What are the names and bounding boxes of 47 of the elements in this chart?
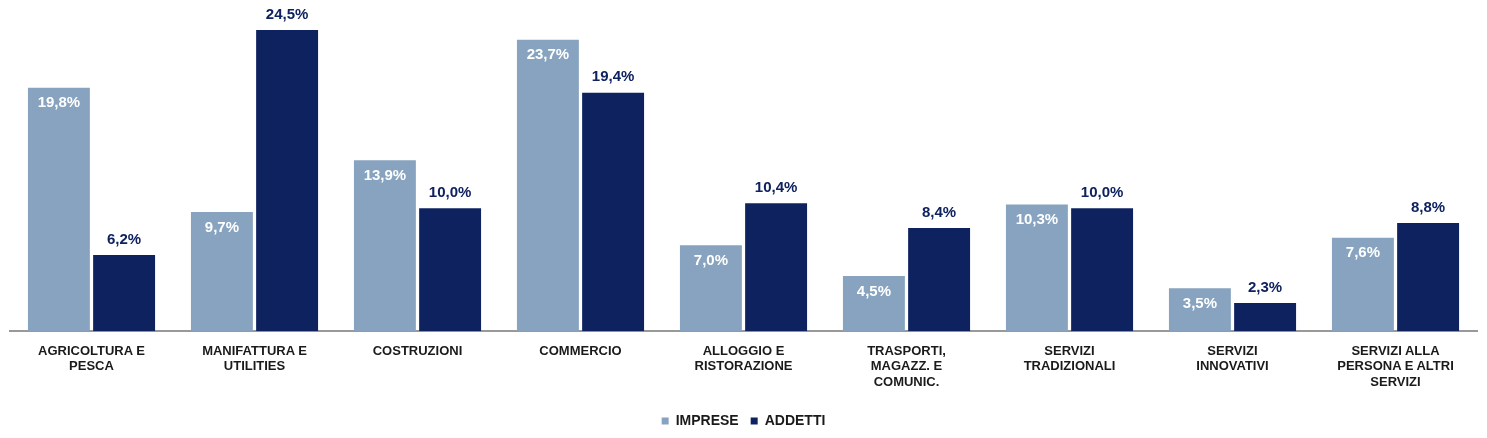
bar: [908, 227, 971, 332]
bar: [190, 211, 253, 332]
x-tick-label: COSTRUZIONI: [372, 342, 463, 358]
legend-label: IMPRESE: [675, 411, 739, 428]
bar: [1071, 208, 1134, 332]
data-label: 24,5%: [265, 4, 309, 22]
x-tick-label: SERVIZI ALLA PERSONA E ALTRI SERVIZI: [1337, 342, 1454, 389]
data-label: 10,4%: [754, 177, 798, 195]
data-label: 2,3%: [1248, 277, 1283, 295]
bar: [93, 254, 156, 332]
data-label: 7,6%: [1345, 243, 1380, 261]
x-tick-label: SERVIZI INNOVATIVI: [1196, 342, 1269, 374]
legend-label: ADDETTI: [764, 411, 826, 428]
x-tick-label: ALLOGGIO E RISTORAZIONE: [694, 342, 793, 374]
data-label: 3,5%: [1182, 293, 1217, 311]
x-tick-label: TRASPORTI, MAGAZZ. E COMUNIC.: [867, 342, 946, 389]
bar: [256, 30, 319, 332]
data-label: 10,3%: [1015, 210, 1059, 228]
data-label: 4,5%: [856, 281, 891, 299]
data-label: 10,0%: [428, 182, 472, 200]
x-tick-label: SERVIZI TRADIZIONALI: [1023, 342, 1116, 374]
data-label: 6,2%: [107, 229, 142, 247]
bar: [842, 275, 905, 332]
data-label: 9,7%: [204, 217, 239, 235]
bar: [1331, 237, 1394, 332]
data-label: 8,4%: [922, 202, 957, 220]
bar: [582, 92, 645, 332]
bar: [353, 160, 416, 332]
data-label: 19,8%: [37, 93, 81, 111]
bar: [679, 245, 742, 332]
bar: [516, 39, 579, 332]
data-label: 7,0%: [693, 250, 728, 268]
data-label: 23,7%: [526, 45, 570, 63]
x-tick-label: COMMERCIO: [539, 342, 622, 358]
bar: [27, 87, 90, 332]
x-tick-label: AGRICOLTURA E PESCA: [38, 342, 146, 374]
bar: [419, 208, 482, 332]
bar: [1168, 288, 1231, 332]
bar: [1397, 223, 1460, 332]
data-label: 19,4%: [591, 67, 635, 85]
bar: [745, 203, 808, 332]
data-label: 10,0%: [1080, 182, 1124, 200]
bar: [1234, 302, 1297, 332]
data-label: 8,8%: [1411, 197, 1446, 215]
bar: [1005, 204, 1068, 332]
data-label: 13,9%: [363, 165, 407, 183]
x-tick-label: MANIFATTURA E UTILITIES: [202, 342, 308, 374]
